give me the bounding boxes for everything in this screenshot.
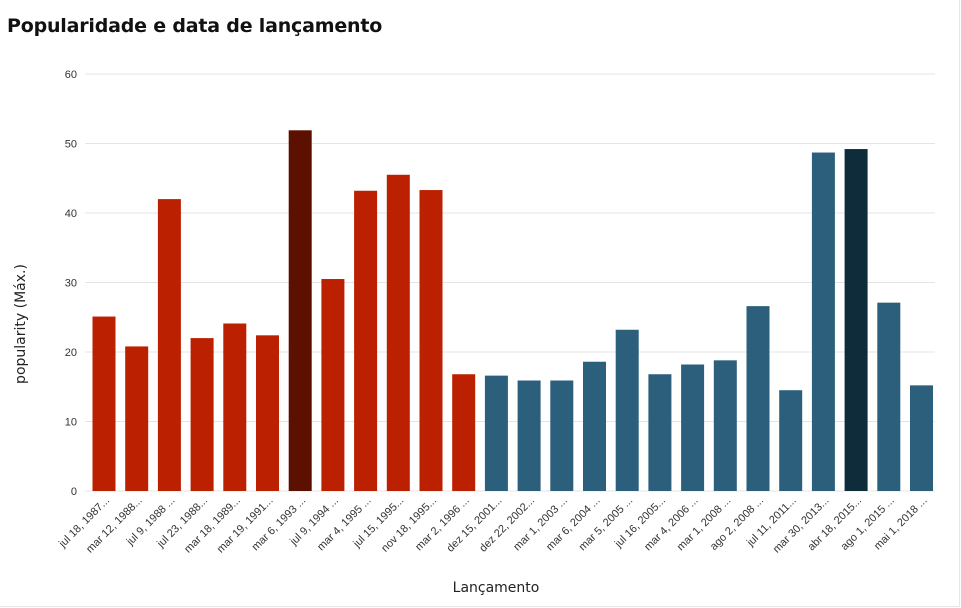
bar[interactable] (452, 374, 476, 491)
bar[interactable] (92, 316, 116, 491)
bar[interactable] (550, 380, 574, 491)
y-axis-label: popularity (Máx.) (13, 264, 29, 384)
bar[interactable] (256, 335, 279, 491)
y-tick-label: 40 (65, 208, 77, 220)
bar[interactable] (648, 374, 672, 491)
bar[interactable] (223, 323, 247, 491)
bar[interactable] (419, 190, 443, 491)
bar[interactable] (844, 149, 868, 491)
y-tick-label: 20 (65, 347, 77, 359)
y-tick-label: 0 (71, 486, 77, 498)
bar[interactable] (615, 329, 639, 491)
bar[interactable] (157, 199, 181, 491)
bars (92, 130, 933, 492)
bar[interactable] (811, 152, 835, 491)
y-axis-ticks: 0 10 20 30 40 50 60 (65, 69, 77, 498)
y-tick-label: 50 (65, 139, 77, 151)
bar[interactable] (190, 338, 214, 491)
bar[interactable] (779, 390, 803, 491)
bar[interactable] (681, 364, 705, 491)
bar[interactable] (354, 190, 378, 491)
chart-title: Popularidade e data de lançamento (7, 15, 383, 37)
bar[interactable] (125, 346, 149, 491)
bar[interactable] (288, 130, 312, 492)
x-axis-label: Lançamento (453, 580, 540, 596)
y-tick-label: 30 (65, 278, 77, 290)
y-tick-label: 60 (65, 69, 77, 81)
bar[interactable] (517, 380, 541, 491)
bar[interactable] (910, 385, 933, 491)
bar[interactable] (484, 375, 508, 491)
bar[interactable] (386, 174, 410, 491)
bar[interactable] (877, 302, 901, 491)
bar[interactable] (746, 306, 770, 491)
x-axis-ticks: jul 18, 1987...mar 12, 1988...jul 9, 198… (56, 495, 929, 556)
bar[interactable] (321, 279, 345, 491)
bar[interactable] (713, 360, 737, 491)
bar[interactable] (583, 361, 606, 491)
y-tick-label: 10 (65, 417, 77, 429)
